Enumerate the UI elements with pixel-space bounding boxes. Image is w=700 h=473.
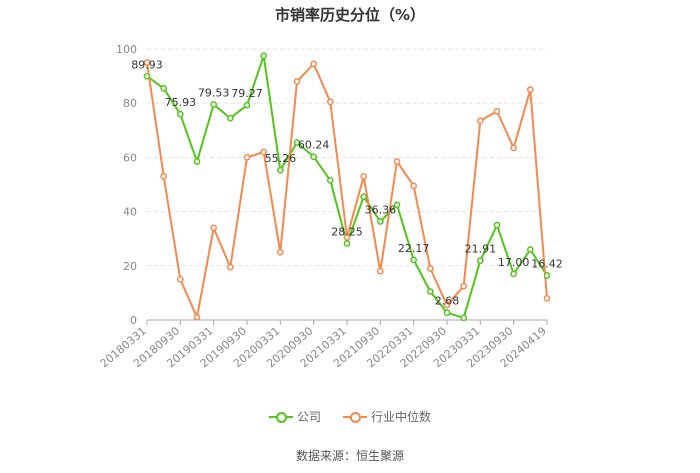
series-0-point <box>210 101 218 108</box>
legend: 公司 行业中位数 <box>0 408 700 425</box>
series-0-point <box>410 256 418 264</box>
series-1-point <box>310 60 318 68</box>
series-0-point <box>476 257 484 264</box>
series-0-point <box>426 288 434 295</box>
line-chart: 0204060801002018033120180930201903312019… <box>98 43 563 370</box>
series-0-point <box>176 110 184 118</box>
y-tick-label: 60 <box>123 151 137 164</box>
data-label: 2.68 <box>435 295 460 308</box>
series-1-point <box>226 263 234 271</box>
legend-company-swatch <box>268 410 293 424</box>
data-source: 数据来源：恒生聚源 <box>295 449 404 463</box>
series-1-point <box>276 248 284 256</box>
series-1-point <box>376 267 384 275</box>
data-label: 17.00 <box>498 256 530 269</box>
series-0-point <box>393 201 401 209</box>
data-label: 55.26 <box>265 152 297 165</box>
series-0-point <box>360 193 368 201</box>
series-0-point <box>193 158 201 165</box>
series-0-point <box>460 314 468 322</box>
data-label: 16.42 <box>531 258 563 271</box>
legend-item-company[interactable]: 公司 <box>268 408 321 425</box>
series-0-point <box>376 218 384 225</box>
series-0-point <box>160 84 168 92</box>
series-1-point <box>243 154 251 161</box>
series-1-point <box>260 148 268 156</box>
series-1-point <box>410 182 418 190</box>
legend-industry-swatch <box>343 410 367 424</box>
series-0-point <box>343 240 351 247</box>
y-tick-label: 20 <box>123 260 137 273</box>
y-tick-label: 40 <box>123 206 137 219</box>
series-line-1 <box>146 62 548 319</box>
series-1-point <box>293 78 301 85</box>
series-1-point <box>526 86 534 94</box>
series-1-point <box>493 107 501 115</box>
data-label: 36.36 <box>365 203 397 216</box>
series-layer <box>143 52 551 322</box>
series-0-point <box>276 166 284 174</box>
series-1-point <box>543 294 551 302</box>
data-label: 21.91 <box>465 243 497 256</box>
series-1-point <box>443 301 451 309</box>
y-tick-label: 0 <box>130 314 137 327</box>
series-0-point <box>443 309 451 317</box>
data-label: 75.93 <box>165 96 197 109</box>
series-1-point <box>510 144 518 152</box>
data-label: 60.24 <box>298 139 330 152</box>
y-tick-label: 100 <box>116 43 137 56</box>
series-1-point <box>343 233 351 241</box>
series-1-point <box>176 276 184 283</box>
series-1-point <box>160 173 168 180</box>
series-0-point <box>510 270 518 278</box>
series-0-point <box>526 246 534 253</box>
series-0-point <box>310 153 318 161</box>
series-0-point <box>260 52 268 60</box>
chart-title: 市销率历史分位（%） <box>274 6 426 24</box>
series-0-point <box>226 114 234 122</box>
series-1-point <box>360 173 368 180</box>
series-0-point <box>493 221 501 229</box>
series-1-point <box>476 117 484 125</box>
series-1-point <box>393 158 401 165</box>
y-tick-label: 80 <box>123 97 137 110</box>
series-0-point <box>293 139 301 146</box>
data-label: 79.53 <box>198 86 230 99</box>
series-1-point <box>193 313 201 321</box>
data-label: 79.27 <box>231 87 263 100</box>
data-label: 89.93 <box>131 58 163 71</box>
data-label: 22.17 <box>398 242 430 255</box>
series-0-point <box>243 101 251 109</box>
series-1-point <box>460 282 468 290</box>
legend-company-label: 公司 <box>296 410 321 424</box>
series-1-point <box>143 59 151 66</box>
series-0-point <box>326 177 334 184</box>
legend-item-industry[interactable]: 行业中位数 <box>343 408 431 425</box>
series-0-point <box>143 72 151 80</box>
series-1-point <box>426 265 434 272</box>
legend-industry-label: 行业中位数 <box>371 410 432 424</box>
series-1-point <box>326 98 334 106</box>
series-1-point <box>210 224 218 232</box>
series-0-point <box>543 272 551 279</box>
data-label: 28.25 <box>331 225 363 238</box>
